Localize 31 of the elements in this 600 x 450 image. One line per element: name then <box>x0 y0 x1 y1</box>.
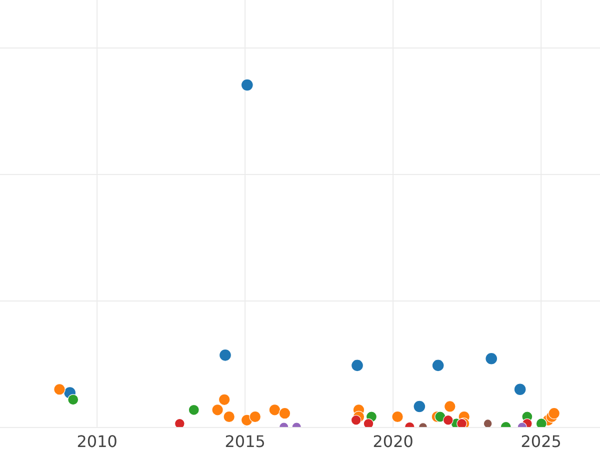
point <box>485 352 498 365</box>
x-tick-label: 2015 <box>224 432 266 450</box>
point <box>434 411 446 422</box>
x-tick-label: 2010 <box>76 432 118 450</box>
point <box>456 418 467 427</box>
point <box>174 418 185 427</box>
x-tick-label: 2025 <box>520 432 562 450</box>
point <box>444 400 456 412</box>
point <box>212 404 224 416</box>
point <box>278 407 291 420</box>
point <box>249 410 262 423</box>
point <box>536 418 547 427</box>
point <box>392 410 404 423</box>
point <box>68 394 79 406</box>
point <box>514 383 526 396</box>
point <box>363 418 374 427</box>
point <box>188 404 200 416</box>
point <box>218 394 230 406</box>
point <box>442 414 454 426</box>
point <box>268 404 281 416</box>
x-tick-label: 2020 <box>372 432 414 450</box>
point <box>548 407 560 420</box>
point <box>350 414 362 426</box>
point <box>351 359 364 372</box>
point <box>483 419 492 427</box>
point <box>240 78 254 92</box>
point <box>54 383 66 396</box>
point <box>223 410 236 423</box>
point <box>219 348 232 362</box>
point <box>432 359 444 372</box>
point <box>413 400 426 413</box>
